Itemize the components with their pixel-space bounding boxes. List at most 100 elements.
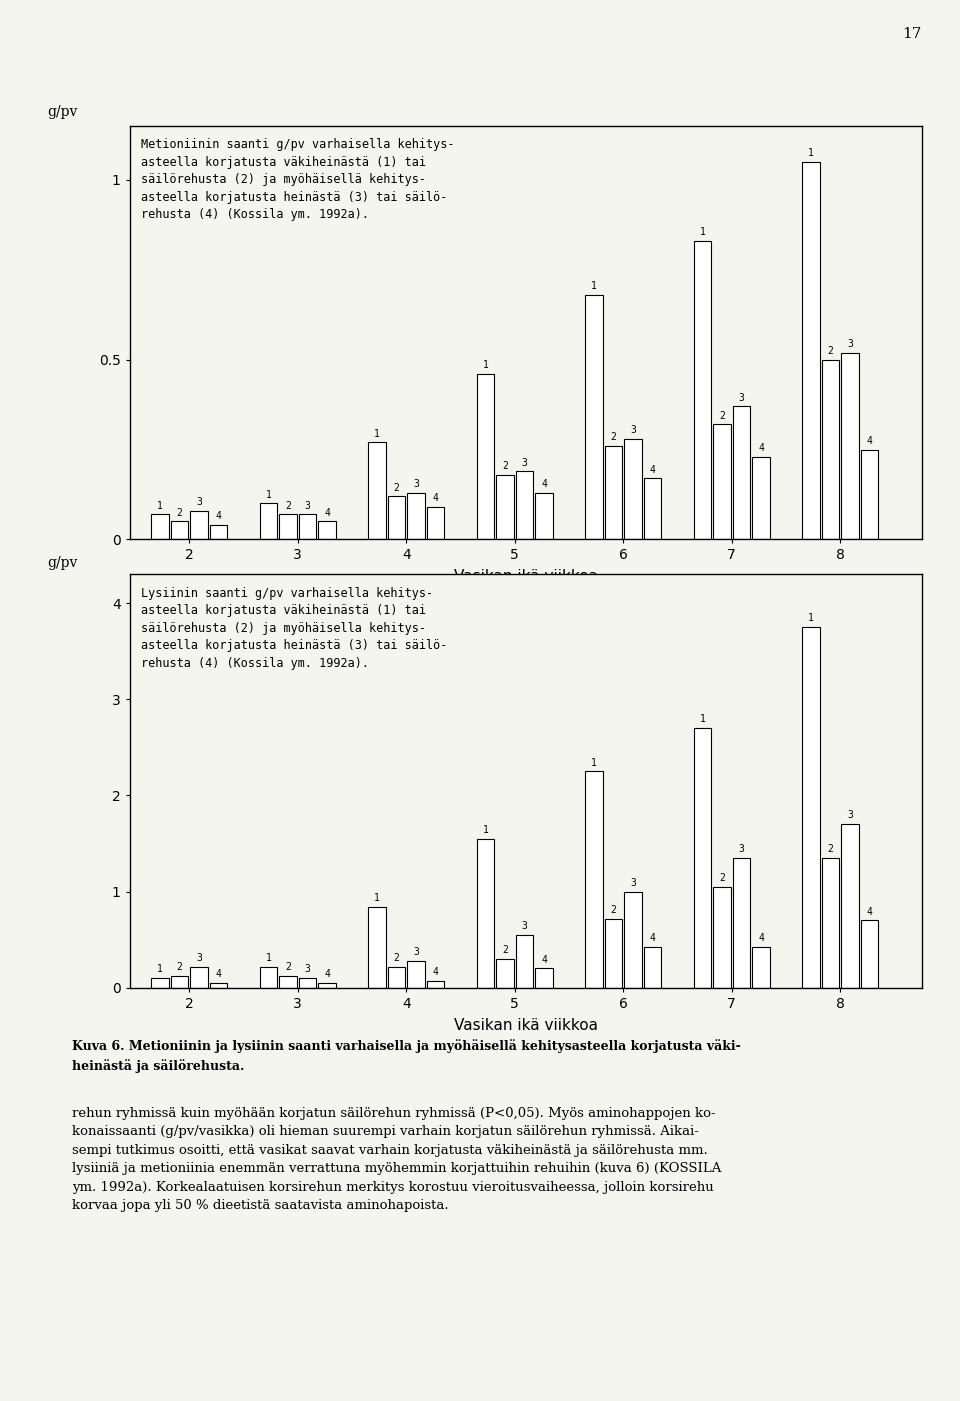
Bar (536, 493, 553, 539)
Bar (477, 374, 494, 539)
Bar (496, 475, 514, 539)
X-axis label: Vasikan ikä viikkoa: Vasikan ikä viikkoa (453, 569, 597, 584)
Bar (732, 857, 751, 988)
Bar (496, 958, 514, 988)
Text: 4: 4 (216, 511, 222, 521)
Text: 4: 4 (758, 933, 764, 943)
Bar (427, 981, 444, 988)
Text: 2: 2 (394, 953, 399, 962)
Bar (841, 824, 859, 988)
Text: 1: 1 (483, 825, 489, 835)
Bar (586, 296, 603, 539)
Text: 1: 1 (266, 490, 272, 500)
Bar (803, 163, 820, 539)
Bar (190, 510, 207, 539)
Text: 2: 2 (719, 873, 725, 883)
Text: 4: 4 (650, 933, 656, 943)
Bar (644, 478, 661, 539)
Bar (210, 525, 228, 539)
Bar (190, 967, 207, 988)
Bar (210, 984, 228, 988)
Text: 4: 4 (433, 493, 439, 503)
Text: 4: 4 (324, 969, 330, 979)
Bar (861, 920, 878, 988)
Text: 3: 3 (413, 479, 419, 489)
Bar (694, 241, 711, 539)
Bar (319, 984, 336, 988)
Bar (477, 839, 494, 988)
Text: g/pv: g/pv (47, 105, 78, 119)
Bar (605, 446, 622, 539)
Text: 4: 4 (324, 507, 330, 518)
Text: 4: 4 (541, 954, 547, 965)
Bar (260, 967, 277, 988)
Bar (260, 503, 277, 539)
Text: 3: 3 (304, 964, 310, 974)
Bar (279, 976, 297, 988)
Text: 3: 3 (196, 953, 202, 962)
Text: 4: 4 (216, 969, 222, 979)
Bar (822, 857, 839, 988)
Text: 3: 3 (630, 425, 636, 436)
Text: 1: 1 (591, 758, 597, 768)
Bar (299, 978, 316, 988)
Bar (427, 507, 444, 539)
Bar (605, 919, 622, 988)
X-axis label: Vasikan ikä viikkoa: Vasikan ikä viikkoa (453, 1017, 597, 1033)
Text: 3: 3 (196, 497, 202, 507)
Text: 3: 3 (630, 878, 636, 888)
Text: 17: 17 (902, 27, 922, 41)
Text: 1: 1 (266, 953, 272, 962)
Text: 2: 2 (177, 962, 182, 972)
Bar (279, 514, 297, 539)
Text: 3: 3 (521, 920, 527, 932)
Bar (516, 934, 534, 988)
Text: 2: 2 (719, 410, 725, 420)
Text: 2: 2 (611, 905, 616, 915)
Text: 3: 3 (413, 947, 419, 957)
Bar (624, 439, 642, 539)
Text: 2: 2 (177, 507, 182, 518)
Bar (171, 976, 188, 988)
Text: Lysiinin saanti g/pv varhaisella kehitys-
asteella korjatusta väkiheinästä (1) t: Lysiinin saanti g/pv varhaisella kehitys… (141, 587, 448, 670)
Text: 1: 1 (700, 227, 706, 238)
Text: 3: 3 (847, 810, 852, 821)
Bar (151, 514, 169, 539)
Text: 1: 1 (157, 964, 163, 974)
Text: 3: 3 (738, 392, 744, 403)
Text: 4: 4 (867, 906, 873, 916)
Bar (536, 968, 553, 988)
Text: 2: 2 (285, 962, 291, 972)
Text: Kuva 6. Metioniinin ja lysiinin saanti varhaisella ja myöhäisellä kehitysasteell: Kuva 6. Metioniinin ja lysiinin saanti v… (72, 1040, 741, 1073)
Bar (803, 628, 820, 988)
Text: Metioniinin saanti g/pv varhaisella kehitys-
asteella korjatusta väkiheinästä (1: Metioniinin saanti g/pv varhaisella kehi… (141, 139, 455, 221)
Text: 1: 1 (374, 892, 380, 904)
Text: 1: 1 (700, 715, 706, 724)
Text: 1: 1 (808, 149, 814, 158)
Bar (407, 961, 425, 988)
Text: 1: 1 (483, 360, 489, 370)
Bar (319, 521, 336, 539)
Text: g/pv: g/pv (47, 556, 78, 570)
Text: 4: 4 (867, 436, 873, 446)
Bar (369, 443, 386, 539)
Bar (407, 493, 425, 539)
Bar (822, 360, 839, 539)
Text: 4: 4 (650, 465, 656, 475)
Bar (753, 457, 770, 539)
Bar (753, 947, 770, 988)
Text: 1: 1 (808, 614, 814, 623)
Text: 2: 2 (611, 433, 616, 443)
Text: 4: 4 (541, 479, 547, 489)
Bar (841, 353, 859, 539)
Bar (732, 406, 751, 539)
Bar (713, 887, 731, 988)
Bar (694, 729, 711, 988)
Text: 4: 4 (758, 443, 764, 453)
Bar (299, 514, 316, 539)
Text: rehun ryhmissä kuin myöhään korjatun säilörehun ryhmissä (P<0,05). Myös aminohap: rehun ryhmissä kuin myöhään korjatun säi… (72, 1107, 721, 1212)
Text: 3: 3 (521, 458, 527, 468)
Text: 1: 1 (591, 282, 597, 291)
Text: 1: 1 (157, 500, 163, 510)
Text: 4: 4 (433, 967, 439, 976)
